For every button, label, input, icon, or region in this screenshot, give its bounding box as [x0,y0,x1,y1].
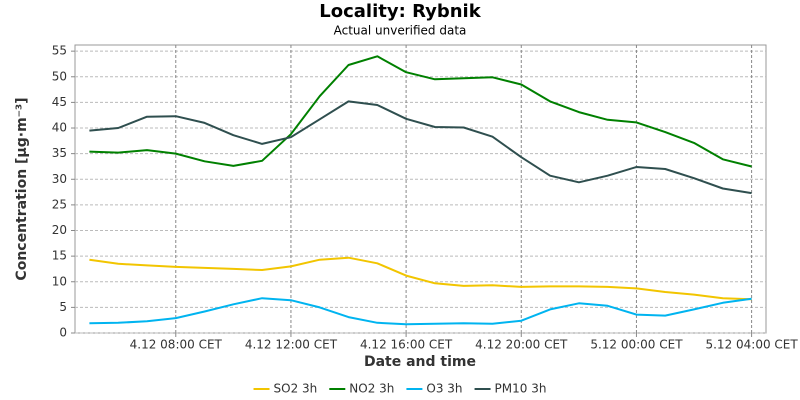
x-tick-label: 4.12 12:00 CET [245,338,338,352]
y-tick-label: 35 [52,146,67,160]
y-tick-label: 45 [52,95,67,109]
legend-label: NO2 3h [349,382,394,396]
y-axis-label: Concentration [µg·m⁻³] [14,97,30,280]
y-tick-label: 0 [59,326,67,340]
x-tick-label: 5.12 00:00 CET [590,338,683,352]
legend-label: SO2 3h [274,382,318,396]
chart-title: Locality: Rybnik [319,1,481,22]
y-tick-label: 30 [52,172,67,186]
y-tick-label: 25 [52,197,67,211]
x-tick-label: 4.12 08:00 CET [130,338,223,352]
series-line [89,256,752,301]
y-tick-label: 50 [52,69,67,83]
plot-area [74,44,767,334]
y-tick-label: 55 [52,44,67,58]
y-tick-label: 40 [52,121,67,135]
y-tick-label: 15 [52,249,67,263]
x-axis-label: Date and time [364,354,476,370]
y-tick-label: 20 [52,223,67,237]
series-line [89,100,752,195]
x-tick-label: 5.12 04:00 CET [705,338,798,352]
x-tick-label: 4.12 20:00 CET [475,338,568,352]
series-line [89,55,752,168]
y-tick-label: 5 [59,300,67,314]
series-line [89,297,752,326]
x-tick-label: 4.12 16:00 CET [360,338,453,352]
y-tick-label: 10 [52,274,67,288]
legend-label: O3 3h [426,382,462,396]
legend-label: PM10 3h [495,382,547,396]
chart-subtitle: Actual unverified data [334,24,467,38]
